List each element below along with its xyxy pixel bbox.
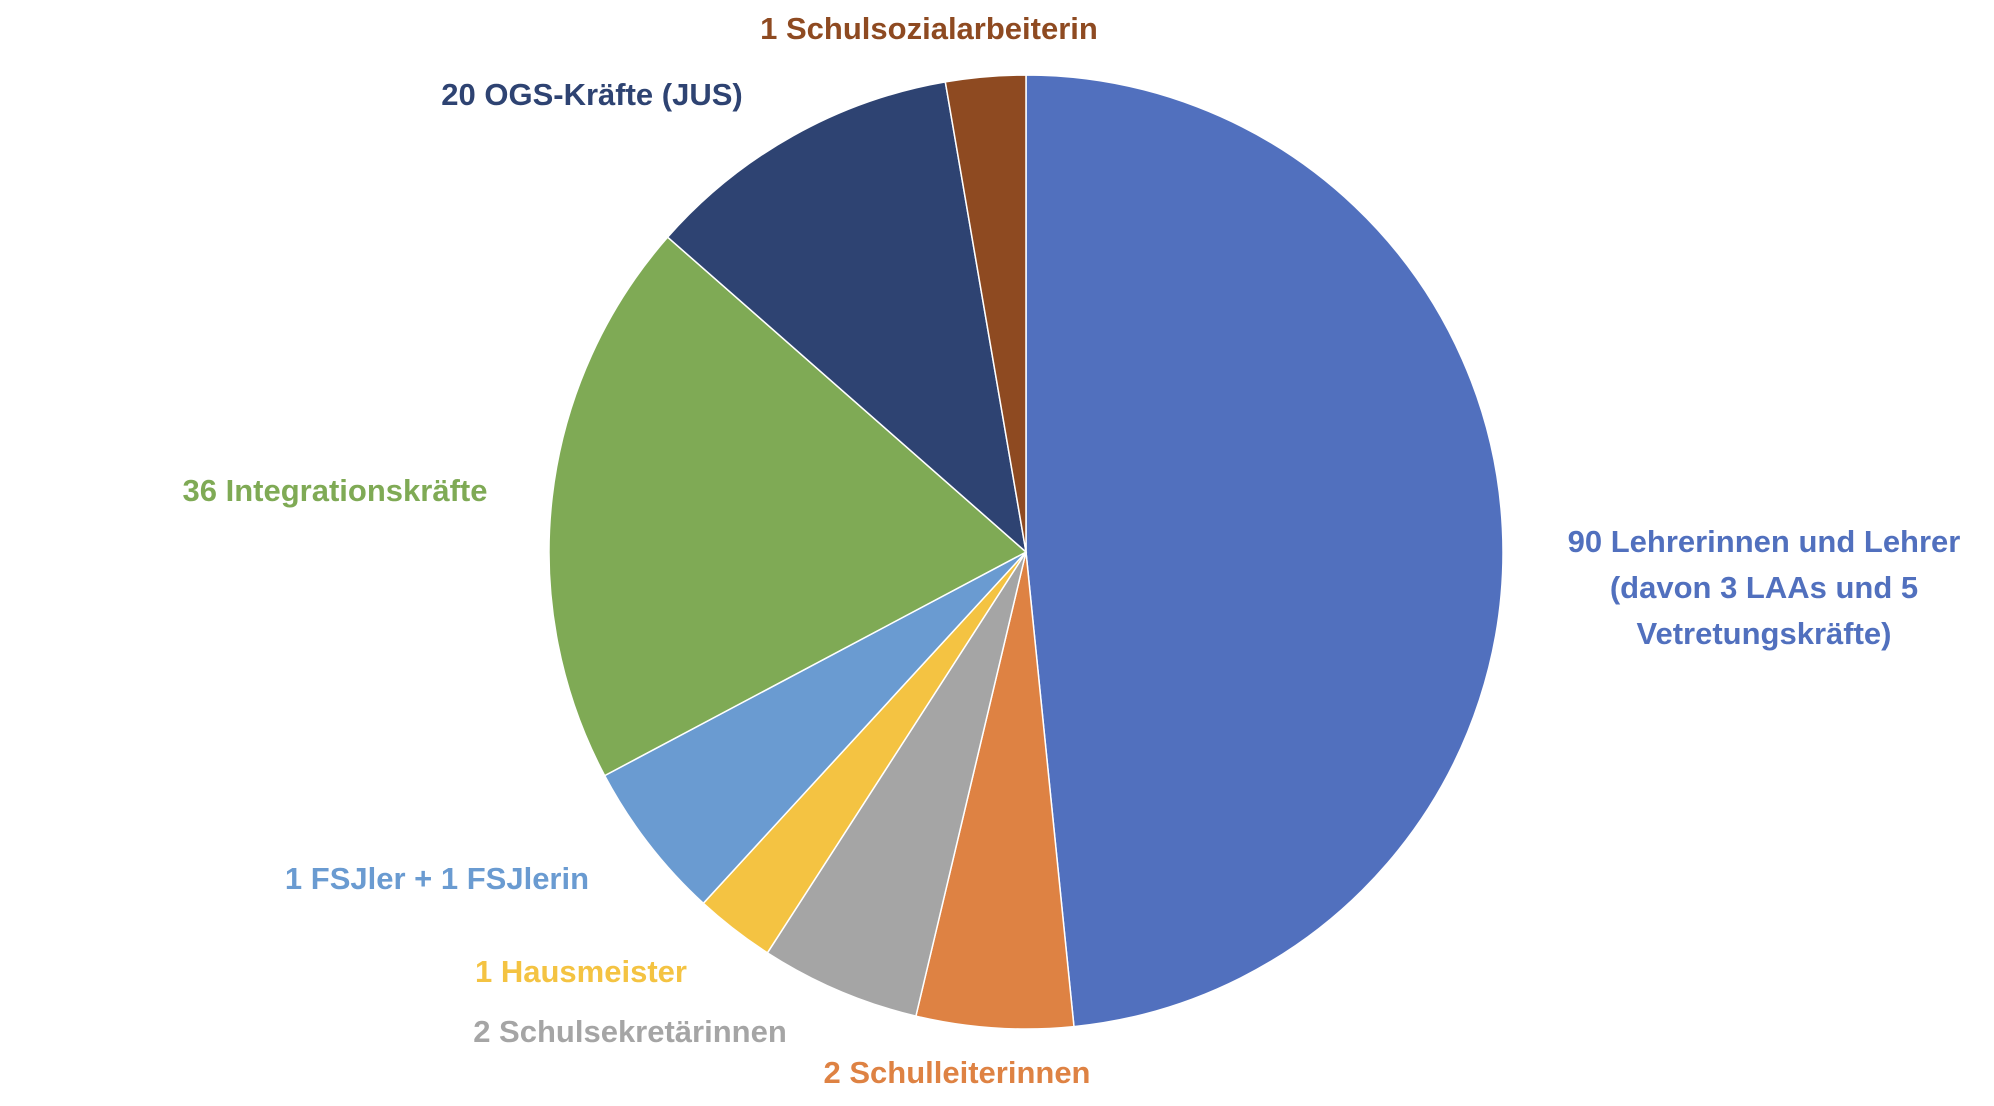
pie-slice [603, 551, 1027, 905]
slice-label: 20 OGS-Kräfte (JUS) [441, 77, 742, 112]
label-line: 2 Schulleiterinnen [823, 1055, 1090, 1090]
slice-label: 1 Hausmeister [475, 954, 687, 989]
pie-slice [1025, 74, 1504, 1028]
label-line: 1 Schulsozialarbeiterin [760, 11, 1098, 46]
slice-label: 2 Schulsekretärinnen [473, 1014, 787, 1049]
pie-slice [766, 551, 1027, 1018]
pie-slice [666, 81, 1028, 554]
label-line: 1 FSJler + 1 FSJlerin [285, 861, 589, 896]
label-line: 2 Schulsekretärinnen [473, 1014, 787, 1049]
pie-slice [914, 551, 1075, 1030]
label-line: 1 Hausmeister [475, 954, 687, 989]
label-line: 20 OGS-Kräfte (JUS) [441, 77, 742, 112]
slice-label: 36 Integrationskräfte [183, 473, 488, 508]
slice-label: 1 FSJler + 1 FSJlerin [285, 861, 589, 896]
pie-slice [944, 74, 1027, 553]
slice-label: 2 Schulleiterinnen [823, 1055, 1090, 1090]
pie-slice [548, 236, 1028, 777]
label-line: Vetretungskräfte) [1637, 616, 1892, 651]
label-line: 90 Lehrerinnen und Lehrer [1568, 524, 1961, 559]
slice-label: 90 Lehrerinnen und Lehrer (davon 3 LAAs u… [1568, 524, 1961, 651]
label-line: 36 Integrationskräfte [183, 473, 488, 508]
label-line: (davon 3 LAAs und 5 [1610, 570, 1918, 605]
slice-label: 1 Schulsozialarbeiterin [760, 11, 1098, 46]
